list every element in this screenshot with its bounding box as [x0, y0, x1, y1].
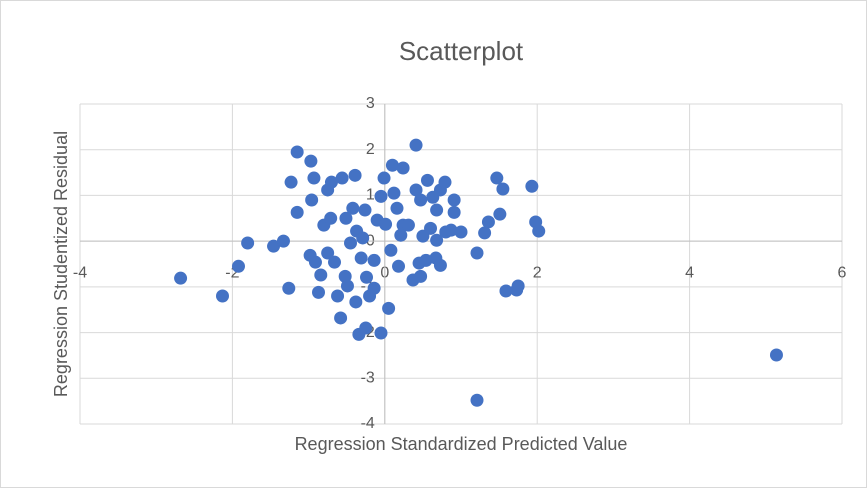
point: [174, 271, 188, 285]
point: [481, 215, 495, 229]
point: [304, 154, 318, 168]
point: [241, 236, 255, 250]
y-tick-label: -4: [361, 415, 375, 432]
point: [290, 145, 304, 159]
point: [334, 311, 348, 325]
point: [339, 211, 353, 225]
point: [499, 284, 513, 298]
point: [377, 171, 391, 185]
point: [385, 158, 399, 172]
point: [470, 393, 484, 407]
point: [420, 173, 434, 187]
point: [340, 279, 354, 293]
point: [419, 253, 433, 267]
point: [374, 326, 388, 340]
point: [307, 171, 321, 185]
point: [367, 253, 381, 267]
point: [374, 189, 388, 203]
point: [470, 246, 484, 260]
point: [414, 269, 428, 283]
point: [335, 171, 349, 185]
point: [354, 251, 368, 265]
point: [331, 289, 345, 303]
point: [424, 221, 438, 235]
point: [392, 259, 406, 273]
point: [305, 193, 319, 207]
point: [314, 268, 328, 282]
point: [382, 301, 396, 315]
point: [284, 175, 298, 189]
point: [312, 285, 326, 299]
x-tick-label: 6: [838, 264, 847, 281]
point: [276, 234, 290, 248]
point: [267, 239, 281, 253]
point: [390, 201, 404, 215]
point: [447, 193, 461, 207]
point: [231, 259, 245, 273]
point: [490, 171, 504, 185]
x-tick-label: 4: [685, 264, 694, 281]
point: [409, 138, 423, 152]
point: [414, 193, 428, 207]
point: [493, 207, 507, 221]
point: [344, 236, 358, 250]
point: [356, 231, 370, 245]
point: [430, 233, 444, 247]
x-tick-label: 2: [533, 264, 542, 281]
point: [430, 203, 444, 217]
point: [433, 258, 447, 272]
y-tick-label: 1: [366, 187, 375, 204]
point: [401, 218, 415, 232]
point: [394, 228, 408, 242]
point: [387, 186, 401, 200]
point: [324, 175, 338, 189]
y-axis-title: Regression Studentized Residual: [51, 131, 71, 397]
point: [396, 161, 410, 175]
point: [447, 205, 461, 219]
point: [324, 211, 338, 225]
point: [290, 205, 304, 219]
point: [379, 217, 393, 231]
point: [532, 224, 546, 238]
point: [454, 225, 468, 239]
point: [349, 295, 363, 309]
point: [511, 279, 525, 293]
point: [359, 321, 373, 335]
point: [496, 182, 510, 196]
point: [328, 255, 342, 269]
point: [282, 281, 296, 295]
y-tick-label: 2: [366, 141, 375, 158]
chart-title: Scatterplot: [399, 36, 524, 66]
point: [438, 175, 452, 189]
x-tick-label: -4: [73, 264, 87, 281]
y-tick-label: -3: [361, 370, 375, 387]
point: [215, 289, 229, 303]
point: [769, 348, 783, 362]
point: [321, 246, 335, 260]
point: [346, 201, 360, 215]
point: [444, 223, 458, 237]
point: [384, 243, 398, 257]
point: [409, 183, 423, 197]
point: [358, 203, 372, 217]
y-tick-label: 3: [366, 95, 375, 112]
x-axis-title: Regression Standardized Predicted Value: [295, 434, 628, 454]
point: [525, 179, 539, 193]
point: [478, 226, 492, 240]
point: [360, 270, 374, 284]
point: [308, 255, 322, 269]
point: [348, 168, 362, 182]
point: [367, 281, 381, 295]
